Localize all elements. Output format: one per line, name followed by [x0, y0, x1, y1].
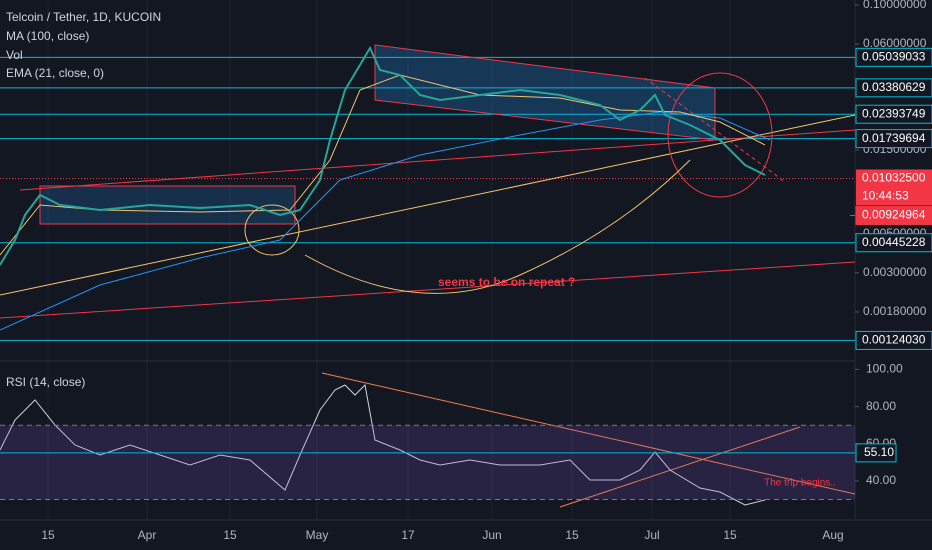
- rsi-level-label: 55.10: [864, 445, 894, 459]
- rsi-line: [0, 383, 766, 506]
- level-label-box: [855, 129, 932, 149]
- x-tick-label: 15: [565, 528, 579, 542]
- x-tick-label: Apr: [138, 528, 157, 542]
- countdown: 10:44:53: [862, 189, 909, 203]
- arc: [304, 159, 691, 294]
- price-tick-label: 0.06000000: [863, 36, 927, 50]
- level-label: 0.02393749: [862, 106, 926, 120]
- trendline: [19, 129, 856, 191]
- level-label-box: [855, 78, 932, 98]
- level-label: 0.00445228: [862, 235, 926, 249]
- level-label: 0.03380629: [862, 80, 926, 94]
- trendline: [0, 114, 856, 296]
- x-tick-label: 15: [223, 528, 237, 542]
- level-label: 0.00124030: [862, 333, 926, 347]
- x-tick-label: Jun: [482, 528, 501, 542]
- low-label: 0.00924964: [862, 208, 926, 222]
- circle: [244, 204, 300, 256]
- level-label-box: [855, 330, 932, 350]
- rsi-trendline: [321, 372, 856, 495]
- x-tick-label: 15: [41, 528, 55, 542]
- level-label: 0.01739694: [862, 131, 926, 145]
- price-tick-label: 0.00300000: [863, 265, 927, 279]
- drawings: [0, 44, 856, 508]
- rsi-tick-label: 80.00: [866, 399, 896, 413]
- current-price: 0.01032500: [862, 171, 926, 185]
- trendline: [644, 77, 786, 183]
- price-line: [0, 45, 766, 266]
- legend-symbol: Telcoin / Tether, 1D, KUCOIN: [6, 10, 161, 24]
- rsi-trendline: [559, 426, 801, 508]
- trendline: [0, 261, 856, 319]
- level-label-box: [855, 104, 932, 124]
- legend-vol: Vol: [6, 48, 23, 62]
- grid: [47, 0, 731, 520]
- rsi-band: [0, 425, 855, 500]
- price-tick-label: 0.10000000: [863, 0, 927, 11]
- level-label-box: [855, 47, 932, 67]
- current-price-box: [856, 169, 932, 206]
- rsi-tick-label: 100.00: [866, 362, 903, 376]
- price-tick-label: 0.00180000: [863, 304, 927, 318]
- low-label-box: [855, 205, 932, 225]
- legend-ema: EMA (21, close, 0): [6, 66, 104, 80]
- x-tick-label: Aug: [822, 528, 843, 542]
- annotation: seems to be on repeat ?: [438, 275, 575, 289]
- ma-line: [0, 111, 771, 331]
- rsi-tick-label: 40.00: [866, 473, 896, 487]
- range-box: [39, 185, 296, 225]
- level-label: 0.05039033: [862, 50, 926, 64]
- ema-line: [0, 74, 766, 256]
- circle: [667, 72, 773, 198]
- x-tick-label: May: [306, 528, 329, 542]
- x-tick-label: Jul: [644, 528, 659, 542]
- legend-rsi: RSI (14, close): [6, 375, 85, 389]
- legend-ma: MA (100, close): [6, 29, 89, 43]
- x-tick-label: 15: [723, 528, 737, 542]
- level-label-box: [855, 233, 932, 253]
- x-tick-label: 17: [401, 528, 415, 542]
- rsi-level-box: [855, 443, 897, 463]
- annotation: The trip begins..: [764, 478, 836, 489]
- levels: [0, 56, 855, 341]
